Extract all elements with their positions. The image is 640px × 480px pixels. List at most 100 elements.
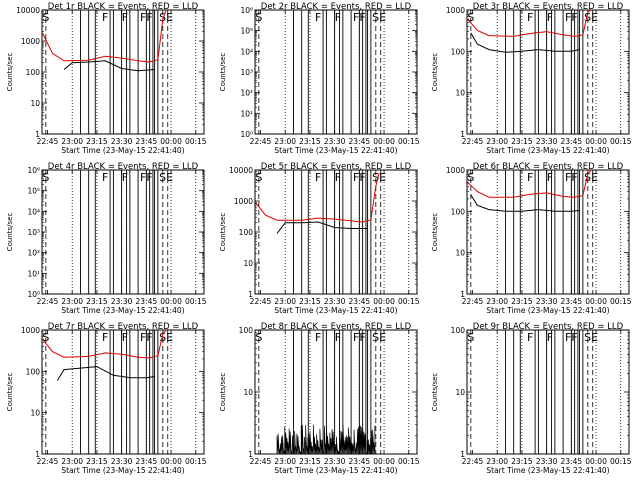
x-tick-label: 22:45 <box>462 457 484 466</box>
marker-label: F <box>122 331 128 344</box>
y-tick-label: 10⁰ <box>27 290 40 299</box>
panel-4: Det 4r BLACK = Events, RED = LLD 10⁰ 10¹ 10… <box>6 162 207 315</box>
y-axis-label: Counts/sec <box>431 53 439 92</box>
x-axis-label: Start Time (23-May-15 22:41:40) <box>61 146 184 155</box>
x-tick-label: 23:30 <box>324 297 346 306</box>
y-tick-label: 100 <box>451 47 466 56</box>
y-tick-label: 10⁶ <box>240 6 253 15</box>
x-tick-label: 00:15 <box>398 457 420 466</box>
x-tick-label: 22:45 <box>37 457 59 466</box>
series-events <box>276 424 376 455</box>
marker-label: F <box>122 171 128 184</box>
x-tick-label: 22:45 <box>37 297 59 306</box>
marker-label: F <box>102 11 108 24</box>
x-tick-label: 22:45 <box>37 137 59 146</box>
x-tick-label: 23:15 <box>86 297 108 306</box>
x-axis-label: Start Time (23-May-15 22:41:40) <box>274 306 397 315</box>
x-tick-label: 00:15 <box>185 297 207 306</box>
plot-frame <box>254 329 418 455</box>
y-tick-label: 1000 <box>446 6 465 15</box>
x-tick-label: 23:30 <box>111 137 133 146</box>
x-axis-label: Start Time (23-May-15 22:41:40) <box>61 306 184 315</box>
marker-label: F <box>102 331 108 344</box>
x-tick-label: 23:00 <box>61 297 83 306</box>
marker-label: S <box>467 331 474 344</box>
y-tick-label: 1 <box>35 130 40 139</box>
x-tick-label: 23:45 <box>136 137 158 146</box>
marker-label: SE <box>372 171 386 184</box>
y-tick-label: 10³ <box>27 228 40 237</box>
panel-2: Det 2r BLACK = Events, RED = LLD 10⁰ 10¹ 10… <box>219 2 420 155</box>
x-tick-label: 23:30 <box>536 457 558 466</box>
y-tick-label: 1000 <box>446 166 465 175</box>
plot-frame <box>41 9 205 135</box>
x-tick-label: 23:00 <box>274 297 296 306</box>
x-tick-label: 00:00 <box>585 457 607 466</box>
panel-9: Det 9r BLACK = Events, RED = LLD 1 10 100 22… <box>431 322 632 475</box>
x-tick-label: 23:00 <box>486 297 508 306</box>
x-tick-label: 23:45 <box>561 297 583 306</box>
panel-title: Det 8r BLACK = Events, RED = LLD <box>261 322 412 332</box>
x-tick-label: 23:45 <box>136 297 158 306</box>
x-tick-label: 00:00 <box>160 137 182 146</box>
x-tick-label: 23:15 <box>299 297 321 306</box>
marker-label: FF <box>565 171 578 184</box>
y-tick-label: 10⁵ <box>240 27 253 36</box>
x-tick-label: 00:15 <box>398 297 420 306</box>
panel-3: Det 3r BLACK = Events, RED = LLD 1 10 100 10… <box>431 2 632 155</box>
marker-label: S <box>255 331 262 344</box>
x-tick-label: 00:00 <box>373 457 395 466</box>
y-tick-label: 10000 <box>229 166 253 175</box>
x-tick-label: 00:15 <box>610 457 632 466</box>
series-lld <box>255 172 380 223</box>
series-events <box>470 32 580 53</box>
series-lld <box>467 169 592 198</box>
panel-title: Det 7r BLACK = Events, RED = LLD <box>48 322 199 332</box>
marker-label: F <box>315 171 321 184</box>
y-tick-label: 10⁶ <box>27 166 40 175</box>
x-axis-label: Start Time (23-May-15 22:41:40) <box>486 306 609 315</box>
x-tick-label: 23:30 <box>111 457 133 466</box>
series-lld <box>42 329 167 359</box>
marker-label: SE <box>584 331 598 344</box>
marker-label: F <box>527 171 533 184</box>
y-axis-label: Counts/sec <box>219 53 227 92</box>
marker-label: FF <box>565 331 578 344</box>
plot-frame <box>41 169 205 295</box>
plot-frame <box>41 329 205 455</box>
x-tick-label: 00:00 <box>160 297 182 306</box>
x-tick-label: 23:15 <box>511 457 533 466</box>
x-tick-label: 23:00 <box>61 137 83 146</box>
x-tick-label: 23:30 <box>111 297 133 306</box>
plot-frame <box>466 169 630 295</box>
panel-5: Det 5r BLACK = Events, RED = LLD 1 10 100 10… <box>219 162 420 315</box>
y-tick-label: 1 <box>248 290 253 299</box>
series-events <box>276 221 368 234</box>
x-tick-label: 23:00 <box>61 457 83 466</box>
marker-label: FF <box>353 171 366 184</box>
x-tick-label: 00:15 <box>610 297 632 306</box>
y-tick-label: 100 <box>451 326 466 335</box>
y-tick-label: 100 <box>239 228 254 237</box>
y-tick-label: 10 <box>455 388 465 397</box>
marker-label: S <box>467 171 474 184</box>
x-tick-label: 00:15 <box>398 137 420 146</box>
x-axis-label: Start Time (23-May-15 22:41:40) <box>274 146 397 155</box>
panel-title: Det 6r BLACK = Events, RED = LLD <box>473 162 624 172</box>
x-tick-label: 23:30 <box>536 137 558 146</box>
x-tick-label: 22:45 <box>250 137 272 146</box>
x-tick-label: 23:45 <box>349 457 371 466</box>
marker-label: F <box>315 331 321 344</box>
y-tick-label: 10 <box>243 388 253 397</box>
marker-label: S <box>255 171 262 184</box>
x-tick-label: 23:00 <box>486 457 508 466</box>
marker-label: FF <box>140 11 153 24</box>
x-tick-label: 00:00 <box>585 137 607 146</box>
x-tick-label: 23:15 <box>86 457 108 466</box>
marker-label: F <box>527 11 533 24</box>
y-axis-label: Counts/sec <box>219 213 227 252</box>
x-tick-label: 22:45 <box>462 297 484 306</box>
x-tick-label: 23:00 <box>486 137 508 146</box>
marker-label: S <box>255 11 262 24</box>
